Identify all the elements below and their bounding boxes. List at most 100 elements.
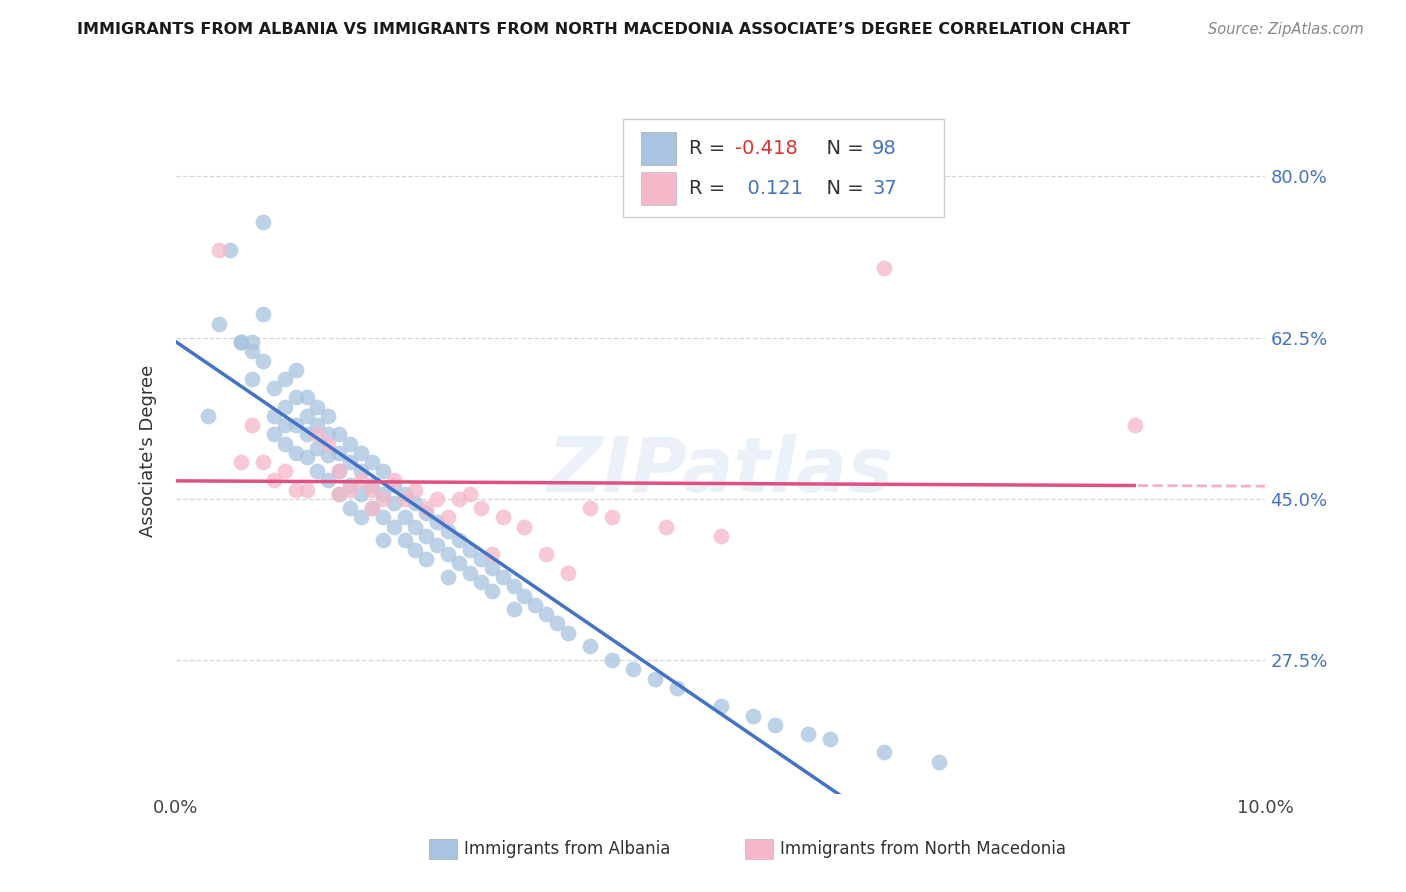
Point (426, 491, 449, 506)
Point (307, 464, 329, 478)
Point (307, 400, 329, 414)
Point (415, 551, 437, 566)
Point (295, 409, 318, 423)
Text: R =: R = (689, 178, 731, 198)
Point (350, 510, 373, 524)
Point (318, 409, 340, 423)
Text: Source: ZipAtlas.com: Source: ZipAtlas.com (1208, 22, 1364, 37)
Point (240, 418, 263, 433)
Point (600, 653, 623, 667)
Point (644, 672, 666, 686)
Point (437, 524, 460, 538)
Point (371, 510, 394, 524)
Point (579, 501, 602, 516)
FancyBboxPatch shape (641, 132, 676, 165)
Point (284, 391, 307, 405)
Point (710, 529, 733, 543)
Point (513, 589, 536, 603)
Point (742, 708, 765, 723)
Point (546, 616, 568, 631)
Text: -0.418: -0.418 (735, 139, 797, 158)
Point (240, 335, 263, 350)
Point (295, 391, 318, 405)
Point (513, 519, 536, 533)
Point (274, 400, 297, 414)
FancyBboxPatch shape (623, 120, 943, 217)
Text: 98: 98 (872, 139, 897, 158)
Text: IMMIGRANTS FROM ALBANIA VS IMMIGRANTS FROM NORTH MACEDONIA ASSOCIATE’S DEGREE CO: IMMIGRANTS FROM ALBANIA VS IMMIGRANTS FR… (77, 22, 1130, 37)
Point (371, 487, 394, 501)
Text: ZIPatlas: ZIPatlas (547, 434, 894, 508)
Text: 37: 37 (872, 178, 897, 198)
Point (231, 335, 253, 350)
Point (797, 727, 820, 741)
Text: N =: N = (814, 139, 870, 158)
Point (394, 487, 416, 501)
Point (284, 483, 307, 497)
Point (502, 602, 524, 616)
Point (447, 491, 470, 506)
Point (339, 483, 361, 497)
Point (470, 551, 492, 566)
Text: 0.121: 0.121 (735, 178, 803, 198)
Point (274, 372, 297, 386)
Point (208, 317, 231, 331)
Point (284, 446, 307, 460)
Point (197, 409, 219, 423)
Point (382, 478, 405, 492)
Point (328, 464, 350, 478)
Point (231, 335, 253, 350)
Point (350, 464, 373, 478)
FancyBboxPatch shape (641, 171, 676, 204)
Point (307, 427, 329, 442)
Point (219, 243, 242, 257)
Point (284, 418, 307, 433)
Point (579, 640, 602, 654)
Point (447, 533, 470, 548)
Point (339, 455, 361, 469)
Point (274, 418, 297, 433)
Point (360, 501, 382, 516)
Point (502, 579, 524, 593)
Point (710, 699, 733, 714)
Point (534, 607, 557, 621)
Point (382, 496, 405, 510)
Point (252, 455, 274, 469)
Point (263, 409, 285, 423)
Point (339, 501, 361, 516)
Point (382, 519, 405, 533)
Point (328, 487, 350, 501)
Point (928, 755, 950, 769)
Point (655, 519, 678, 533)
Point (295, 450, 318, 465)
Point (557, 625, 579, 640)
Point (252, 215, 274, 229)
Point (350, 487, 373, 501)
Point (394, 510, 416, 524)
Point (382, 474, 405, 488)
Point (295, 483, 318, 497)
Point (426, 515, 449, 529)
Point (470, 574, 492, 589)
Point (415, 506, 437, 520)
Point (492, 570, 515, 584)
Point (307, 418, 329, 433)
Point (481, 547, 503, 561)
Point (360, 483, 382, 497)
Point (318, 474, 340, 488)
FancyBboxPatch shape (745, 839, 773, 859)
Point (1123, 418, 1146, 433)
Point (263, 381, 285, 395)
Point (394, 491, 416, 506)
Point (360, 455, 382, 469)
Point (405, 496, 427, 510)
Point (350, 474, 373, 488)
Point (284, 363, 307, 377)
Point (318, 448, 340, 462)
Point (437, 547, 460, 561)
Point (426, 538, 449, 552)
Point (371, 533, 394, 548)
Point (263, 474, 285, 488)
Point (328, 487, 350, 501)
Point (447, 557, 470, 571)
